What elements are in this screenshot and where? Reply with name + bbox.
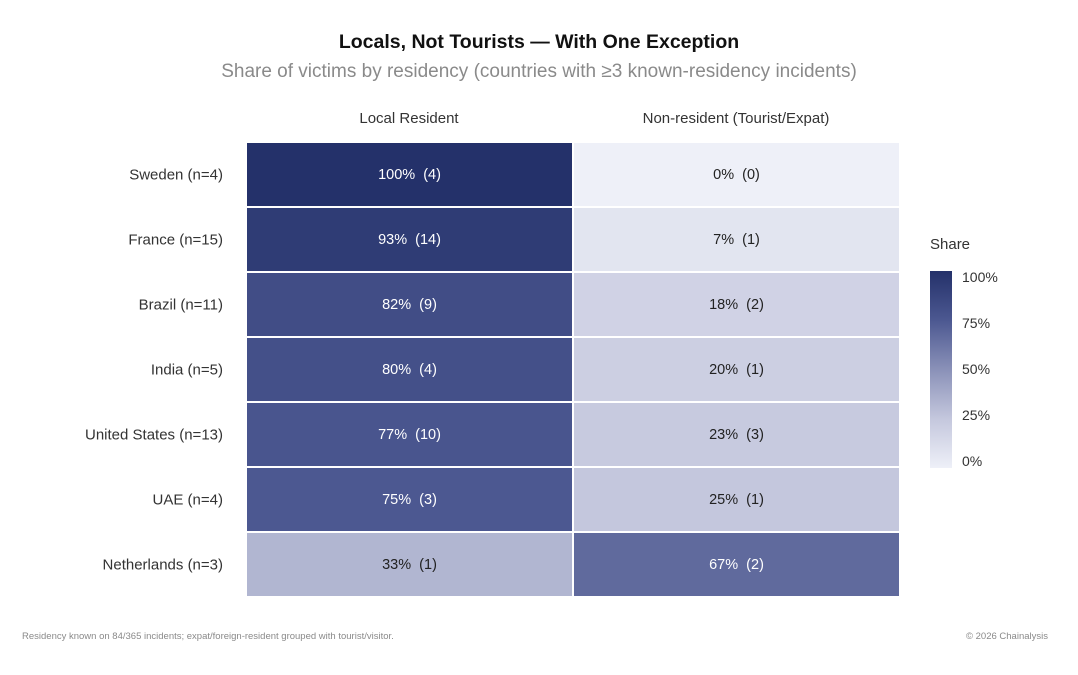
heatmap-cell: 20% (1) <box>573 337 900 402</box>
row-label: UAE (n=4) <box>152 491 223 508</box>
heatmap-cell: 77% (10) <box>246 402 573 467</box>
colorbar-tick-label: 75% <box>962 315 991 331</box>
cell-value-label: 33% (1) <box>382 556 437 573</box>
column-header: Non-resident (Tourist/Expat) <box>642 110 830 127</box>
cell-value-label: 18% (2) <box>709 296 764 313</box>
cell-value-label: 7% (1) <box>713 231 760 248</box>
colorbar-tick-label: 50% <box>962 361 991 377</box>
column-header: Local Resident <box>359 110 459 127</box>
chart-subtitle: Share of victims by residency (countries… <box>221 61 857 82</box>
row-label: France (n=15) <box>128 231 223 248</box>
colorbar-title: Share <box>930 236 971 253</box>
row-label: United States (n=13) <box>85 426 223 443</box>
heatmap-cell: 93% (14) <box>246 207 573 272</box>
heatmap-cell: 25% (1) <box>573 467 900 532</box>
colorbar-tick-label: 100% <box>962 269 998 285</box>
cell-value-label: 25% (1) <box>709 491 764 508</box>
row-label: Netherlands (n=3) <box>102 556 223 573</box>
colorbar-tick-mark <box>952 415 957 416</box>
colorbar-tick-mark <box>952 461 957 462</box>
heatmap-cell: 100% (4) <box>246 142 573 207</box>
copyright: © 2026 Chainalysis <box>966 631 1048 642</box>
cell-value-label: 100% (4) <box>378 166 441 183</box>
heatmap-cell: 33% (1) <box>246 532 573 597</box>
colorbar <box>930 271 952 468</box>
heatmap-cell: 7% (1) <box>573 207 900 272</box>
colorbar-tick-mark <box>952 369 957 370</box>
colorbar-tick-mark <box>952 277 957 278</box>
colorbar-tick-label: 0% <box>962 453 983 469</box>
footnote: Residency known on 84/365 incidents; exp… <box>22 631 394 642</box>
row-label: India (n=5) <box>150 361 223 378</box>
row-label: Sweden (n=4) <box>129 166 223 183</box>
cell-value-label: 0% (0) <box>713 166 760 183</box>
cell-value-label: 67% (2) <box>709 556 764 573</box>
cell-value-label: 75% (3) <box>382 491 437 508</box>
cell-value-label: 23% (3) <box>709 426 764 443</box>
heatmap-cell: 23% (3) <box>573 402 900 467</box>
cell-value-label: 93% (14) <box>378 231 441 248</box>
cell-value-label: 77% (10) <box>378 426 441 443</box>
heatmap-cell: 67% (2) <box>573 532 900 597</box>
heatmap-cell: 80% (4) <box>246 337 573 402</box>
cell-value-label: 82% (9) <box>382 296 437 313</box>
heatmap-cell: 18% (2) <box>573 272 900 337</box>
heatmap-cell: 82% (9) <box>246 272 573 337</box>
cell-value-label: 20% (1) <box>709 361 764 378</box>
heatmap-cell: 75% (3) <box>246 467 573 532</box>
chart-title: Locals, Not Tourists — With One Exceptio… <box>338 31 740 53</box>
heatmap-cell: 0% (0) <box>573 142 900 207</box>
colorbar-tick-label: 25% <box>962 407 991 423</box>
row-label: Brazil (n=11) <box>138 296 223 313</box>
colorbar-tick-mark <box>952 323 957 324</box>
cell-value-label: 80% (4) <box>382 361 437 378</box>
